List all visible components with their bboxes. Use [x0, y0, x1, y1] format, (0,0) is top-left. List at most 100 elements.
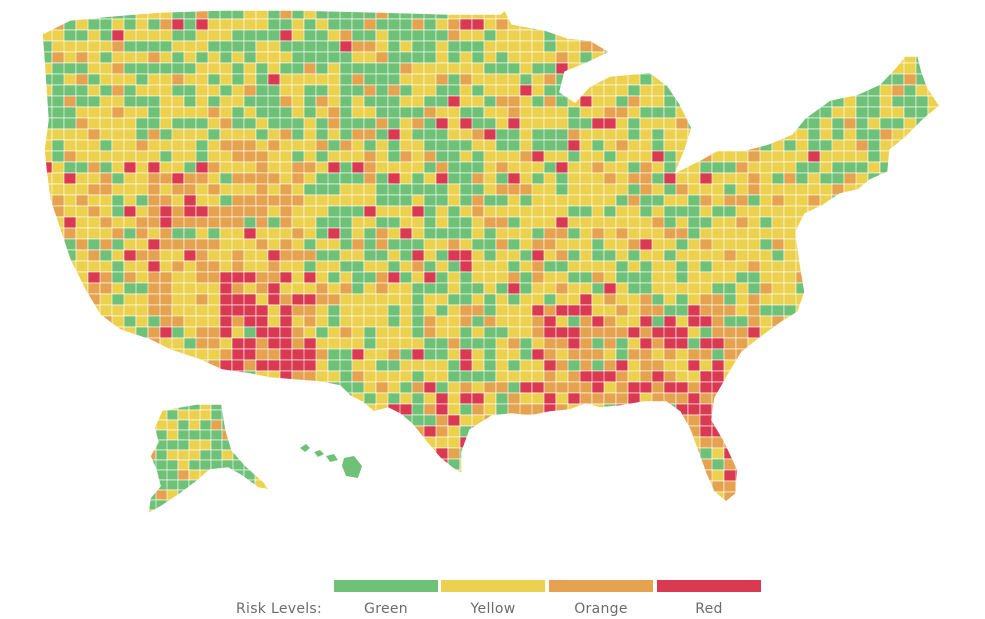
county-cell	[63, 227, 77, 240]
county-cell	[219, 282, 233, 295]
county-cell	[927, 117, 940, 130]
county-cell	[903, 359, 923, 372]
county-cell	[375, 249, 389, 262]
county-cell	[147, 326, 161, 339]
county-cell	[651, 106, 665, 119]
county-cell	[579, 480, 593, 493]
county-cell	[879, 51, 899, 64]
county-cell	[879, 469, 893, 482]
county-cell	[159, 304, 173, 317]
county-cell	[927, 491, 940, 502]
county-cell	[87, 370, 101, 383]
county-cell	[867, 392, 881, 405]
county-cell	[507, 150, 521, 163]
county-cell	[831, 304, 851, 317]
county-cell	[591, 469, 611, 482]
county-cell	[87, 348, 107, 361]
county-cell	[628, 503, 646, 514]
county-cell	[207, 117, 221, 130]
county-cell	[723, 414, 743, 427]
county-cell	[927, 315, 940, 328]
county-cell	[555, 10, 569, 20]
county-cell	[111, 425, 125, 438]
county-cell	[603, 425, 617, 438]
county-cell	[315, 84, 329, 97]
county-cell	[627, 95, 641, 108]
county-cell	[495, 447, 509, 460]
county-cell	[723, 381, 737, 394]
county-cell	[63, 282, 77, 295]
county-cell	[315, 403, 335, 416]
county-cell	[483, 238, 497, 251]
county-cell	[831, 161, 845, 174]
county-cell	[699, 359, 713, 372]
county-cell	[831, 370, 845, 383]
county-cell	[279, 392, 293, 405]
county-cell	[42, 304, 59, 317]
us-county-risk-map	[41, 9, 941, 515]
county-cell	[843, 315, 857, 328]
county-cell	[495, 51, 509, 64]
county-cell	[603, 106, 617, 119]
county-cell	[903, 326, 917, 339]
county-cell	[399, 458, 419, 471]
county-cell	[159, 150, 173, 163]
county-cell	[279, 436, 299, 449]
county-cell	[279, 381, 299, 394]
hawaii-island	[314, 450, 324, 457]
county-cell	[123, 447, 137, 460]
county-cell	[567, 469, 587, 482]
county-cell	[63, 403, 83, 416]
county-cell	[519, 436, 539, 449]
county-cell	[831, 40, 845, 53]
county-cell	[627, 139, 641, 152]
county-cell	[183, 392, 203, 405]
county-cell	[675, 194, 689, 207]
county-cell	[879, 403, 899, 416]
county-cell	[411, 282, 425, 295]
county-cell	[747, 370, 761, 383]
county-cell	[759, 62, 779, 75]
county-cell	[807, 139, 821, 152]
county-cell	[375, 95, 389, 108]
county-cell	[567, 161, 581, 174]
county-cell	[639, 29, 659, 42]
county-cell	[75, 29, 89, 42]
county-cell	[42, 51, 53, 64]
county-cell	[387, 161, 401, 174]
county-cell	[771, 381, 785, 394]
county-cell	[759, 425, 779, 438]
county-cell	[123, 172, 137, 185]
county-cell	[339, 403, 359, 416]
county-cell	[651, 304, 665, 317]
county-cell	[879, 183, 899, 196]
county-cell	[423, 469, 443, 482]
county-cell	[279, 458, 299, 471]
county-cell	[124, 503, 142, 514]
county-cell	[531, 414, 551, 427]
county-cell	[411, 469, 425, 482]
county-cell	[771, 447, 785, 460]
county-cell	[375, 414, 389, 427]
county-cell	[148, 404, 157, 411]
county-cell	[447, 348, 461, 361]
county-cell	[867, 73, 881, 86]
county-cell	[210, 489, 228, 501]
county-cell	[279, 425, 299, 438]
county-cell	[711, 447, 725, 460]
county-cell	[267, 447, 281, 460]
county-cell	[615, 227, 629, 240]
county-cell	[243, 62, 257, 75]
county-cell	[519, 304, 533, 317]
county-cell	[567, 194, 581, 207]
county-cell	[927, 18, 940, 31]
county-cell	[135, 370, 149, 383]
county-cell	[387, 73, 401, 86]
county-cell	[147, 117, 161, 130]
county-cell	[315, 271, 329, 284]
county-cell	[363, 469, 377, 482]
county-cell	[711, 128, 725, 141]
county-cell	[796, 503, 814, 514]
county-cell	[879, 458, 893, 471]
county-cell	[819, 271, 833, 284]
